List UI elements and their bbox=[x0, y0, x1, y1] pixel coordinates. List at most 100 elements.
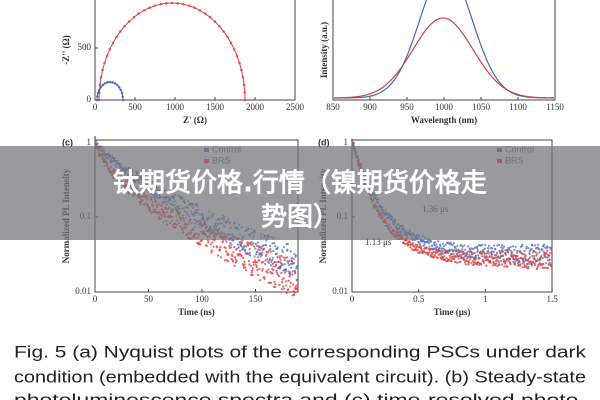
scatter-dot bbox=[546, 266, 550, 270]
scatter-dot bbox=[467, 263, 470, 266]
scatter-dot bbox=[502, 245, 506, 248]
scatter-dot bbox=[289, 266, 293, 269]
scatter-dot bbox=[493, 244, 496, 247]
scatter-dot bbox=[481, 255, 484, 258]
x-tick-label: 0.5 bbox=[413, 294, 425, 304]
scatter-dot bbox=[538, 248, 541, 251]
scatter-dot bbox=[438, 246, 441, 250]
scatter-dot bbox=[456, 252, 459, 255]
y-axis-label: -Z'' (Ω) bbox=[61, 35, 71, 64]
scatter-dot bbox=[235, 259, 238, 263]
scatter-dot bbox=[93, 135, 97, 139]
scatter-dot bbox=[538, 251, 541, 254]
scatter-dot bbox=[534, 260, 538, 263]
scatter-dot bbox=[416, 243, 419, 247]
scatter-dot bbox=[427, 253, 430, 256]
scatter-dot bbox=[272, 242, 276, 245]
scatter-dot bbox=[496, 259, 499, 263]
curve bbox=[98, 2, 246, 101]
scatter-dot bbox=[249, 264, 253, 267]
scatter-dot bbox=[257, 248, 260, 251]
scatter-dot bbox=[224, 246, 227, 250]
scatter-dot bbox=[414, 243, 417, 246]
scatter-dot bbox=[489, 259, 492, 262]
scatter-dot bbox=[252, 263, 255, 266]
scatter-dot bbox=[461, 245, 464, 248]
scatter-dot bbox=[433, 244, 436, 247]
scatter-dot bbox=[292, 293, 296, 297]
scatter-dot bbox=[285, 256, 289, 259]
x-tick-label: 100 bbox=[195, 294, 209, 304]
scatter-dot bbox=[463, 258, 466, 261]
scatter-dot bbox=[527, 247, 530, 250]
scatter-dot bbox=[526, 259, 529, 262]
axes-frame bbox=[332, 0, 556, 101]
scatter-dot bbox=[274, 263, 278, 267]
scatter-dot bbox=[546, 256, 549, 259]
scatter-dot bbox=[468, 250, 471, 253]
scatter-dot bbox=[272, 249, 275, 253]
scatter-dot bbox=[474, 259, 477, 262]
overlay-title: 钛期货价格.行情（镍期货价格走 bbox=[113, 168, 487, 199]
scatter-dot bbox=[229, 242, 232, 245]
scatter-dot bbox=[233, 255, 237, 259]
scatter-dot bbox=[252, 261, 255, 264]
scatter-dot bbox=[448, 254, 451, 257]
scatter-dot bbox=[521, 252, 524, 256]
scatter-dot bbox=[287, 262, 290, 265]
scatter-dot bbox=[225, 250, 228, 253]
scatter-dot bbox=[292, 257, 295, 260]
scatter-dot bbox=[522, 253, 526, 256]
scatter-dot bbox=[454, 260, 457, 264]
x-tick-label: 950 bbox=[400, 102, 414, 112]
scatter-dot bbox=[221, 240, 224, 243]
panel-label: (c) bbox=[62, 137, 73, 147]
scatter-dot bbox=[534, 250, 537, 254]
scatter-dot bbox=[258, 278, 261, 282]
scatter-dot bbox=[260, 247, 263, 250]
scatter-dot bbox=[518, 257, 521, 260]
scatter-dot bbox=[545, 266, 548, 270]
scatter-dot bbox=[525, 264, 528, 267]
scatter-dot bbox=[243, 260, 246, 263]
scatter-dot bbox=[409, 246, 412, 249]
scatter-dot bbox=[233, 245, 236, 249]
scatter-dot bbox=[527, 262, 530, 265]
scatter-dot bbox=[248, 251, 251, 254]
scatter-dot bbox=[218, 248, 222, 251]
scatter-dot bbox=[95, 139, 98, 143]
scatter-dot bbox=[449, 256, 452, 260]
scatter-dot bbox=[468, 253, 471, 256]
x-tick-label: 1000 bbox=[166, 102, 185, 112]
scatter-dot bbox=[429, 247, 432, 250]
scatter-dot bbox=[476, 250, 479, 253]
scatter-dot bbox=[278, 265, 281, 268]
scatter-dot bbox=[442, 242, 445, 245]
scatter-dot bbox=[294, 254, 298, 257]
x-tick-label: 150 bbox=[249, 294, 263, 304]
scatter-dot bbox=[268, 281, 271, 284]
scatter-dot bbox=[282, 245, 285, 249]
scatter-dot bbox=[404, 243, 407, 246]
scatter-dot bbox=[294, 285, 297, 288]
x-tick-label: 2500 bbox=[286, 102, 305, 112]
scatter-dot bbox=[272, 265, 275, 268]
scatter-dot bbox=[223, 259, 227, 262]
scatter-dot bbox=[498, 263, 501, 267]
scatter-dot bbox=[533, 255, 536, 258]
scatter-dot bbox=[274, 283, 277, 286]
scatter-dot bbox=[475, 263, 478, 266]
scatter-dot bbox=[487, 249, 490, 252]
scatter-dot bbox=[467, 261, 470, 264]
scatter-dot bbox=[514, 245, 517, 248]
scatter-dot bbox=[248, 263, 251, 266]
scatter-dot bbox=[352, 143, 355, 147]
scatter-dot bbox=[495, 262, 498, 265]
scatter-dot bbox=[279, 259, 282, 262]
scatter-dot bbox=[527, 257, 530, 260]
curve bbox=[333, 0, 555, 99]
scatter-dot bbox=[261, 260, 265, 264]
scatter-dot bbox=[263, 277, 266, 280]
scatter-dot bbox=[270, 267, 274, 270]
scatter-dot bbox=[538, 257, 542, 260]
